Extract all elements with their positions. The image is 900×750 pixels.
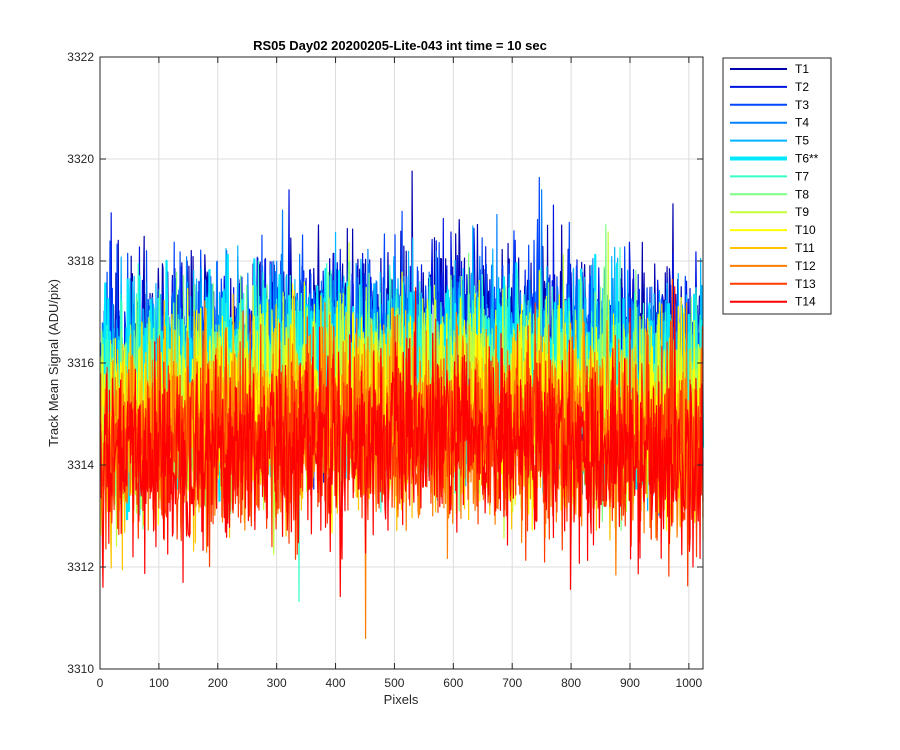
x-tick-label: 100 bbox=[149, 676, 169, 690]
y-tick-label: 3316 bbox=[67, 356, 94, 370]
y-tick-label: 3314 bbox=[67, 458, 94, 472]
y-tick-label: 3312 bbox=[67, 560, 94, 574]
legend-label: T4 bbox=[795, 116, 809, 130]
legend-label: T14 bbox=[795, 295, 816, 309]
x-tick-label: 700 bbox=[502, 676, 522, 690]
legend-box bbox=[722, 57, 832, 315]
legend-label: T10 bbox=[795, 223, 816, 237]
legend-label: T2 bbox=[795, 80, 809, 94]
legend-label: T11 bbox=[795, 241, 815, 255]
legend-label: T8 bbox=[795, 187, 809, 201]
legend-label: T7 bbox=[795, 169, 809, 183]
x-tick-label: 400 bbox=[326, 676, 346, 690]
legend: T1 T2 T3 T4 T5 T6** T7 T8 T9 T10 T11 T12 T13 T14 bbox=[722, 57, 832, 315]
x-tick-label: 0 bbox=[97, 676, 104, 690]
legend-label: T12 bbox=[795, 259, 816, 273]
y-tick-label: 3320 bbox=[67, 152, 94, 166]
legend-label: T9 bbox=[795, 205, 809, 219]
y-tick-label: 3322 bbox=[67, 50, 94, 64]
x-tick-label: 900 bbox=[620, 676, 640, 690]
x-tick-label: 1000 bbox=[676, 676, 703, 690]
data-series-group bbox=[99, 170, 705, 639]
series-line-t14 bbox=[99, 286, 704, 598]
x-tick-label: 800 bbox=[561, 676, 581, 690]
y-tick-label: 3310 bbox=[67, 662, 94, 676]
legend-label: T3 bbox=[795, 98, 809, 112]
legend-label: T6** bbox=[795, 152, 819, 166]
chart-title: RS05 Day02 20200205-Lite-043 int time = … bbox=[253, 38, 547, 53]
x-tick-label: 300 bbox=[267, 676, 287, 690]
x-tick-label: 600 bbox=[443, 676, 463, 690]
y-tick-label: 3318 bbox=[67, 254, 94, 268]
legend-label: T13 bbox=[795, 277, 816, 291]
legend-label: T5 bbox=[795, 134, 809, 148]
axis-ticks: 0 100 200 300 400 500 600 700 800 900 1000 3310 3312… bbox=[67, 50, 703, 690]
x-axis-label: Pixels bbox=[384, 692, 419, 707]
x-tick-label: 500 bbox=[384, 676, 404, 690]
y-axis-label: Track Mean Signal (ADU/pix) bbox=[46, 279, 61, 447]
x-tick-label: 200 bbox=[208, 676, 228, 690]
legend-label: T1 bbox=[795, 62, 809, 76]
